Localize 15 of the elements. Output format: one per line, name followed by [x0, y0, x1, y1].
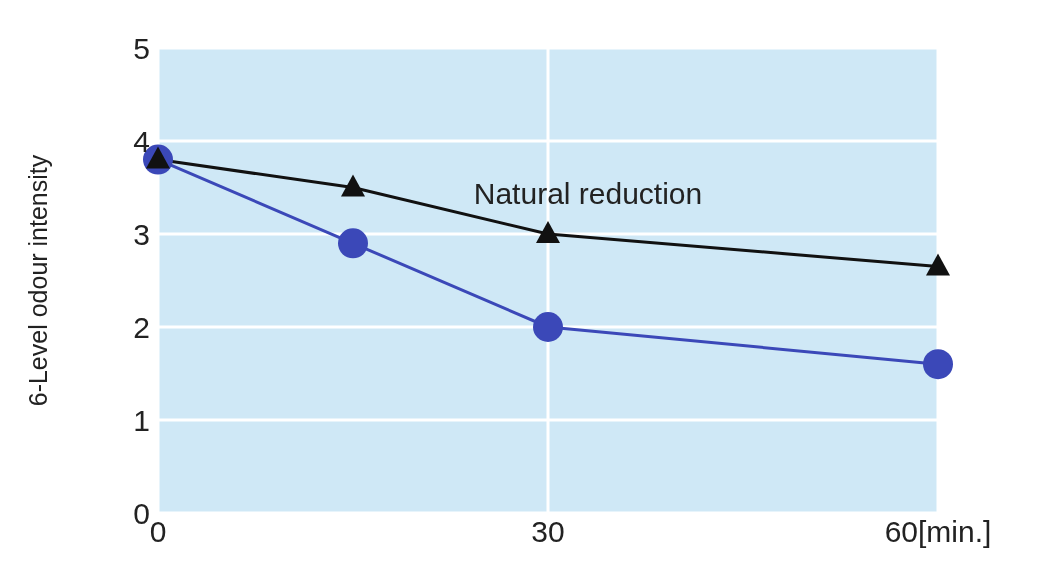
x-tick-label: 60[min.] — [884, 515, 992, 549]
x-tick-label: 30 — [531, 515, 565, 549]
y-tick-label: 1 — [133, 403, 150, 437]
point — [341, 174, 365, 197]
y-tick-label: 3 — [133, 217, 150, 251]
y-tick-label: 5 — [133, 31, 150, 65]
point — [536, 221, 560, 243]
y-tick-label: 4 — [133, 124, 150, 158]
point — [338, 228, 368, 259]
y-axis-title: 6-Level odour intensity — [23, 154, 52, 407]
y-tick-label: 2 — [133, 310, 150, 344]
point — [923, 349, 953, 380]
point — [926, 253, 950, 276]
point — [533, 312, 563, 342]
series-label: Natural reduction — [473, 177, 703, 210]
